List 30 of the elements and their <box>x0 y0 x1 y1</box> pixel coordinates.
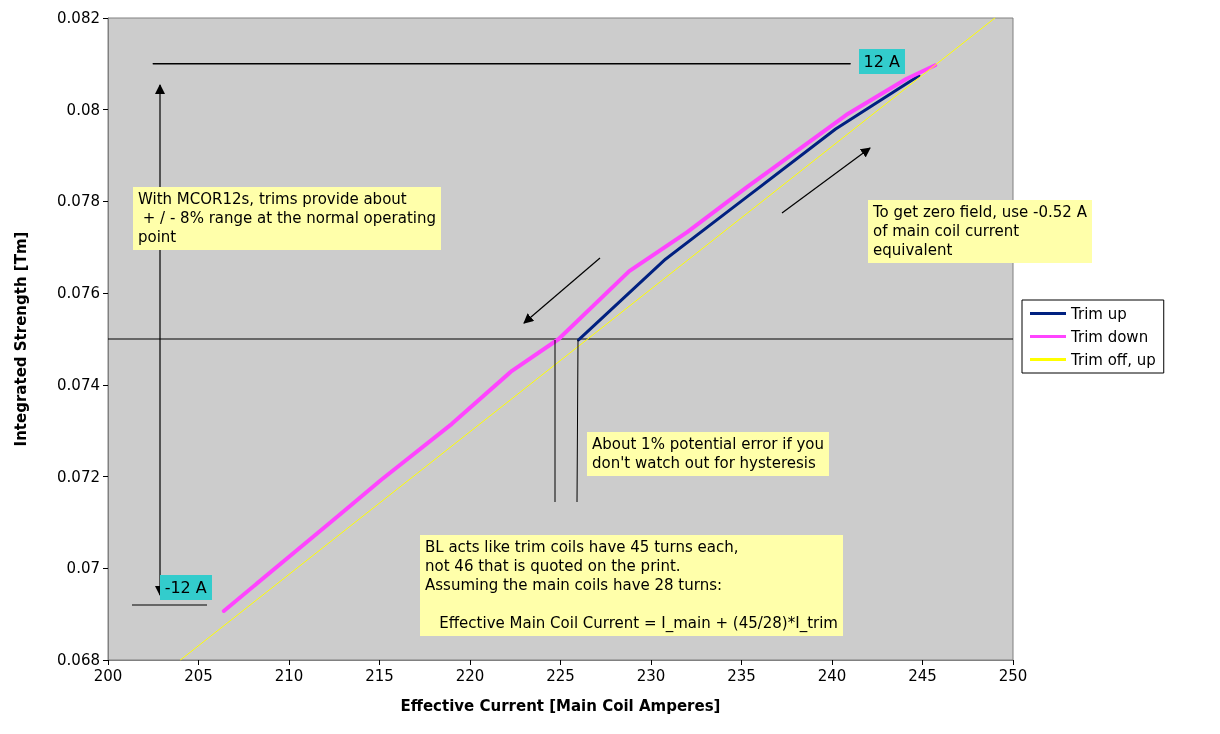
x-axis-title: Effective Current [Main Coil Amperes] <box>400 696 721 715</box>
x-tick-label: 225 <box>546 666 575 685</box>
x-tick-label: 200 <box>93 666 123 685</box>
y-tick-label: 0.068 <box>57 651 100 669</box>
x-tick-label: 235 <box>727 666 756 685</box>
y-tick-label: 0.08 <box>66 100 100 119</box>
annotation: About 1% potential error if you don't watch out for hysteresis <box>587 432 830 476</box>
legend-label: Trim up <box>1070 304 1127 323</box>
x-tick-label: 245 <box>908 666 937 685</box>
x-tick-label: 210 <box>274 666 304 685</box>
y-tick-label: 0.082 <box>57 9 100 27</box>
x-tick-label: 215 <box>365 666 394 685</box>
annotation: 12 A <box>858 48 905 74</box>
y-axis-title: Integrated Strength [Tm] <box>11 231 30 447</box>
x-tick-label: 205 <box>184 666 213 685</box>
y-tick-label: 0.07 <box>66 559 100 578</box>
text: BL acts like trim coils have 45 turns each, not 46 that is quoted on the print. Assuming the main coils have 28 turns: Effective Main Coil Current = I_main + (45/28)*I_trim <box>425 538 838 632</box>
x-tick-label: 230 <box>636 666 666 685</box>
y-tick-label: 0.076 <box>57 284 100 303</box>
annotation: To get zero field, use -0.52 A of main coil current equivalent <box>868 200 1092 263</box>
y-tick-label: 0.078 <box>57 192 100 211</box>
x-tick-label: 220 <box>455 666 485 685</box>
y-tick-label: 0.072 <box>57 467 100 486</box>
annotation: -12 A <box>159 574 212 600</box>
x-tick-label: 250 <box>998 666 1028 685</box>
x-tick-label: 240 <box>817 666 847 685</box>
y-tick-label: 0.074 <box>57 375 100 394</box>
legend-label: Trim down <box>1070 327 1149 346</box>
annotation: With MCOR12s, trims provide about + / - 8% range at the normal operating point <box>133 187 441 250</box>
legend-label: Trim off, up <box>1070 350 1156 369</box>
